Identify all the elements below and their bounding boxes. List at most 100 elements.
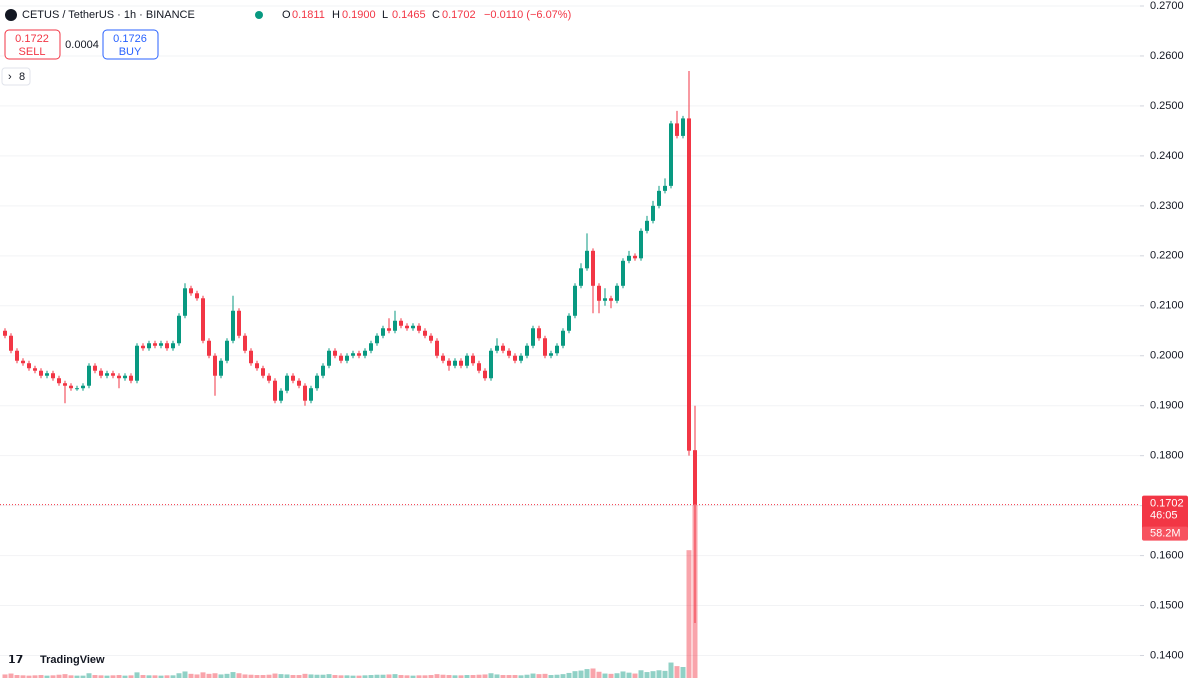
volume-bar — [308, 674, 314, 678]
candle-body — [237, 310, 241, 336]
volume-bar — [98, 675, 104, 678]
candle-body — [273, 380, 277, 401]
y-tick-label: 0.2200 — [1150, 250, 1184, 262]
candle-body — [333, 350, 337, 356]
buy-label[interactable]: BUY — [119, 46, 142, 58]
volume-bar — [656, 670, 662, 678]
volume-bar — [104, 675, 110, 678]
volume-bar — [434, 674, 440, 678]
candle-body — [525, 345, 529, 356]
volume-bar — [674, 666, 680, 678]
ohlc-key: H — [332, 9, 340, 21]
candle-body — [87, 365, 91, 386]
y-tick-label: 0.2000 — [1150, 350, 1184, 362]
indicator-count[interactable]: 8 — [19, 71, 25, 83]
candle-body — [135, 345, 139, 381]
candle-body — [405, 325, 409, 329]
volume-bar — [350, 675, 356, 678]
candle-body — [597, 285, 601, 301]
candle-body — [201, 298, 205, 341]
sell-label[interactable]: SELL — [19, 46, 46, 58]
volume-bar — [200, 672, 206, 678]
candle-body — [243, 335, 247, 351]
indicator-toggle[interactable] — [1, 67, 31, 86]
candle-body — [3, 330, 7, 336]
volume-bar — [230, 672, 236, 678]
candle-body — [393, 320, 397, 331]
volume-bar — [296, 675, 302, 678]
y-tick-label: 0.1800 — [1150, 450, 1184, 462]
volume-bar — [578, 670, 584, 678]
candle-body — [459, 360, 463, 366]
volume-bar — [566, 672, 572, 678]
candle-body — [687, 118, 691, 451]
status-dot — [255, 11, 263, 19]
chevron: › — [8, 71, 12, 83]
sell-button[interactable] — [4, 29, 61, 60]
candle-body — [375, 335, 379, 344]
volume-bar — [590, 668, 596, 678]
volume-bar — [188, 673, 194, 678]
candle-body — [39, 370, 43, 376]
candle-body — [501, 345, 505, 351]
candle-body — [675, 123, 679, 136]
volume-bar — [326, 674, 332, 678]
volume-bar — [344, 675, 350, 678]
candle-body — [219, 360, 223, 376]
candle-body — [189, 288, 193, 294]
candle-body — [447, 360, 451, 366]
candle-body — [99, 370, 103, 376]
volume-bar — [68, 675, 74, 678]
candle-body — [183, 288, 187, 316]
volume-bar — [128, 675, 134, 678]
volume-bar — [62, 674, 68, 678]
candle-body — [45, 373, 49, 376]
candle-body — [57, 378, 61, 384]
volume-bar — [620, 671, 626, 678]
candle-body — [543, 338, 547, 356]
ohlc-key: L — [382, 9, 388, 21]
buy-button[interactable] — [102, 29, 159, 60]
symbol[interactable]: CETUS / TetherUS · 1h · BINANCE — [22, 9, 195, 21]
volume-bar — [536, 674, 542, 678]
candle-body — [225, 340, 229, 361]
candle-body — [681, 118, 685, 136]
volume-bar — [572, 671, 578, 678]
sell-price[interactable]: 0.1722 — [15, 33, 49, 45]
volume-bar — [362, 675, 368, 678]
volume-bar — [614, 673, 620, 678]
volume-bar — [224, 673, 230, 678]
y-tick-label: 0.2100 — [1150, 300, 1184, 312]
volume-bar — [422, 675, 428, 678]
volume-bar — [320, 674, 326, 678]
candle-body — [513, 355, 517, 361]
candle-body — [75, 388, 79, 390]
buy-price[interactable]: 0.1726 — [113, 33, 147, 45]
candle-body — [609, 298, 613, 301]
candle-body — [195, 293, 199, 299]
spread: 0.0004 — [65, 39, 99, 51]
candle-body — [423, 330, 427, 336]
candle-body — [519, 355, 523, 361]
volume-bar — [686, 550, 692, 678]
candle-body — [465, 355, 469, 366]
candle-body — [159, 343, 163, 346]
candle-body — [63, 383, 67, 386]
candle-body — [309, 388, 313, 401]
volume-bar — [242, 674, 248, 678]
candle-body — [21, 360, 25, 364]
volume-bar — [164, 675, 170, 678]
candle-body — [111, 373, 115, 376]
volume-bar — [518, 675, 524, 678]
volume-bar — [542, 673, 548, 678]
volume-bar — [554, 674, 560, 678]
candle-body — [531, 328, 535, 346]
candle-body — [621, 260, 625, 286]
symbol-icon — [5, 9, 17, 21]
last-volume: 58.2M — [1150, 528, 1181, 540]
volume-bar — [452, 675, 458, 678]
volume-bar — [632, 673, 638, 678]
change: −0.0110 (−6.07%) — [484, 9, 571, 21]
candle-body — [693, 450, 697, 505]
